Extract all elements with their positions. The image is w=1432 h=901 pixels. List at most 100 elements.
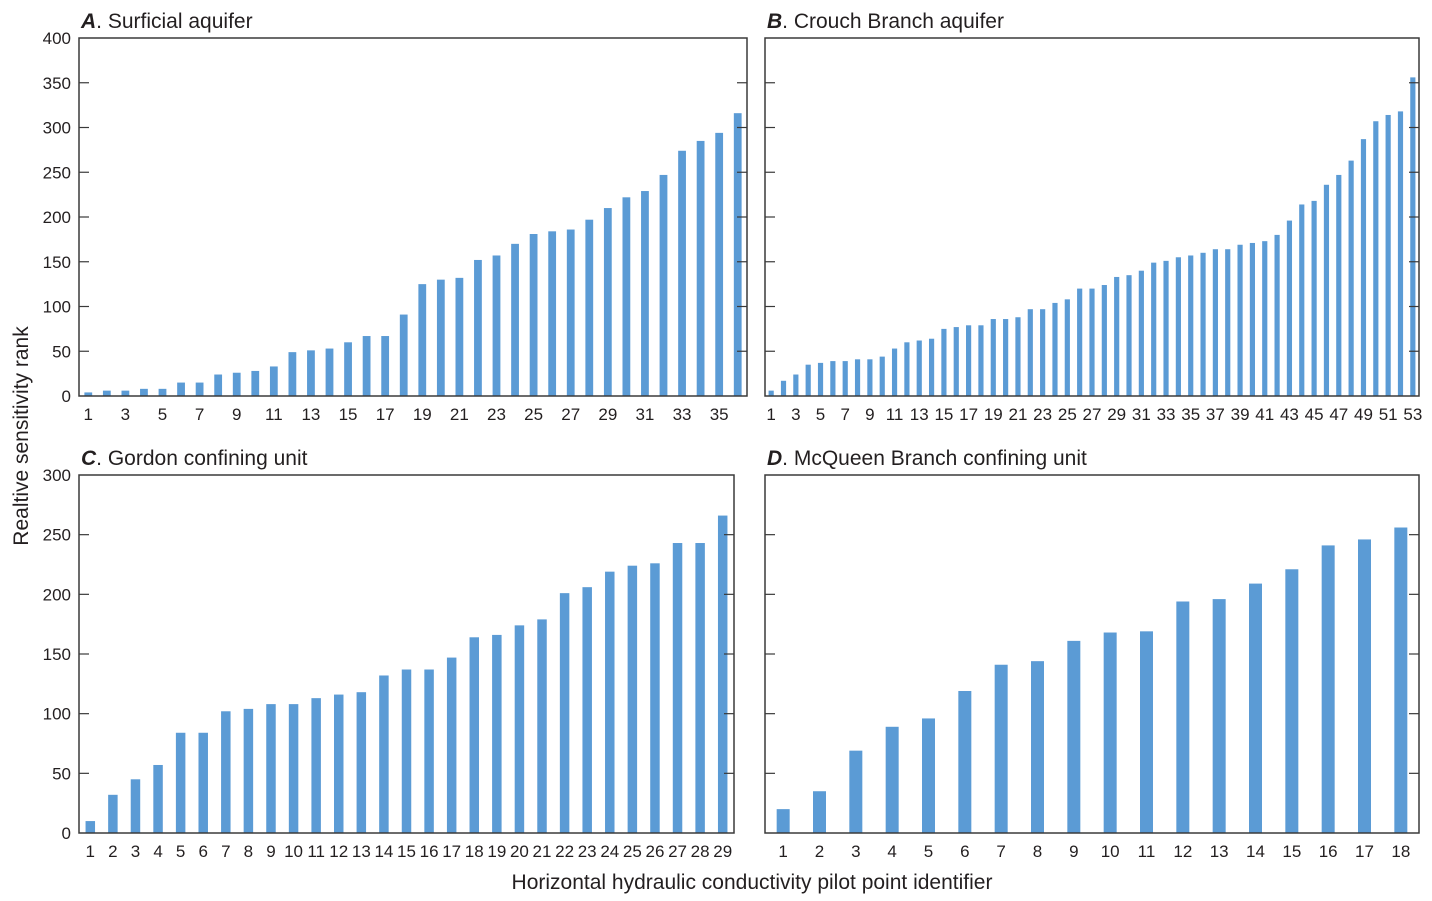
bar-5 (817, 362, 824, 396)
x-tick-label: 16 (1319, 842, 1338, 861)
y-tick-label: 0 (62, 387, 71, 406)
y-tick-label: 300 (43, 119, 71, 138)
bar-10 (1103, 632, 1117, 833)
bar-19 (990, 319, 996, 396)
x-tick-label: 22 (555, 842, 574, 861)
x-tick-label: 10 (284, 842, 303, 861)
bar-23 (582, 587, 592, 833)
bar-3 (793, 374, 799, 396)
bar-27 (566, 229, 575, 396)
x-tick-label: 17 (442, 842, 461, 861)
x-tick-label: 51 (1379, 405, 1398, 424)
y-tick-label: 350 (43, 74, 71, 93)
bar-35 (715, 132, 724, 396)
bar-2 (102, 390, 111, 396)
x-tick-label: 24 (600, 842, 619, 861)
bar-53 (1410, 77, 1416, 396)
bar-28 (1101, 285, 1107, 396)
panel-letter: B (767, 10, 782, 33)
bar-9 (232, 372, 241, 396)
x-tick-label: 1 (778, 842, 787, 861)
bar-27 (1089, 288, 1095, 396)
x-tick-label: 45 (1305, 405, 1324, 424)
bar-4 (805, 364, 811, 396)
bar-32 (659, 174, 668, 396)
y-tick-label: 200 (43, 585, 71, 604)
bar-36 (733, 113, 742, 397)
bar-11 (269, 366, 278, 396)
bar-17 (381, 336, 390, 396)
x-tick-label: 39 (1231, 405, 1250, 424)
x-tick-label: 25 (524, 405, 543, 424)
panel-title-text: . Surficial aquifer (96, 10, 252, 33)
x-tick-label: 6 (198, 842, 207, 861)
x-tick-label: 27 (668, 842, 687, 861)
bar-30 (1126, 275, 1132, 396)
x-tick-label: 13 (352, 842, 371, 861)
bar-16 (953, 327, 959, 396)
bar-5 (922, 718, 935, 833)
plot-frame (764, 474, 1420, 834)
bar-12 (334, 694, 344, 833)
bar-8 (243, 708, 254, 833)
x-tick-label: 23 (487, 405, 506, 424)
x-tick-label: 21 (533, 842, 552, 861)
bar-22 (1027, 309, 1033, 396)
y-tick-label: 250 (43, 163, 71, 182)
x-tick-label: 35 (1181, 405, 1200, 424)
bar-25 (529, 234, 538, 396)
x-tick-label: 33 (673, 405, 692, 424)
x-tick-label: 49 (1354, 405, 1373, 424)
bar-7 (221, 711, 231, 833)
bar-41 (1262, 241, 1268, 396)
x-tick-label: 12 (329, 842, 348, 861)
x-tick-label: 11 (307, 842, 325, 861)
x-tick-label: 6 (960, 842, 969, 861)
bar-7 (195, 382, 204, 396)
bar-15 (401, 669, 412, 833)
x-tick-label: 19 (487, 842, 506, 861)
panel-letter: A (80, 10, 96, 33)
x-tick-label: 3 (791, 405, 800, 424)
bar-23 (1040, 309, 1046, 396)
bar-13 (1212, 599, 1226, 833)
x-tick-label: 15 (397, 842, 416, 861)
bar-26 (1077, 288, 1083, 396)
bar-16 (362, 336, 371, 396)
bar-44 (1299, 204, 1305, 396)
bar-20 (436, 279, 445, 396)
bar-5 (158, 388, 167, 396)
x-tick-label: 29 (598, 405, 617, 424)
bar-6 (958, 690, 972, 833)
bar-20 (1003, 319, 1009, 396)
x-tick-label: 15 (934, 405, 953, 424)
bar-29 (717, 515, 728, 833)
y-tick-label: 50 (52, 764, 71, 783)
bar-29 (603, 208, 612, 396)
x-tick-label: 12 (1173, 842, 1192, 861)
x-tick-label: 7 (195, 405, 204, 424)
x-tick-label: 18 (1391, 842, 1410, 861)
bar-7 (842, 361, 848, 396)
bar-34 (1175, 257, 1181, 396)
x-tick-label: 17 (959, 405, 978, 424)
bar-18 (978, 325, 984, 396)
panel-title-text: . McQueen Branch confining unit (782, 447, 1087, 470)
x-tick-label: 4 (153, 842, 162, 861)
bar-39 (1237, 244, 1243, 396)
bar-2 (108, 794, 118, 833)
bar-12 (288, 352, 297, 396)
bar-36 (1200, 252, 1206, 396)
bar-4 (885, 726, 899, 833)
bar-8 (1031, 661, 1044, 833)
x-tick-label: 21 (450, 405, 469, 424)
x-tick-label: 9 (865, 405, 874, 424)
panel-title-text: . Gordon confining unit (96, 447, 307, 470)
x-tick-label: 27 (561, 405, 580, 424)
bar-32 (1151, 262, 1157, 396)
bar-14 (379, 675, 389, 833)
bar-48 (1348, 160, 1354, 396)
bar-26 (548, 231, 557, 396)
bar-17 (446, 657, 457, 833)
